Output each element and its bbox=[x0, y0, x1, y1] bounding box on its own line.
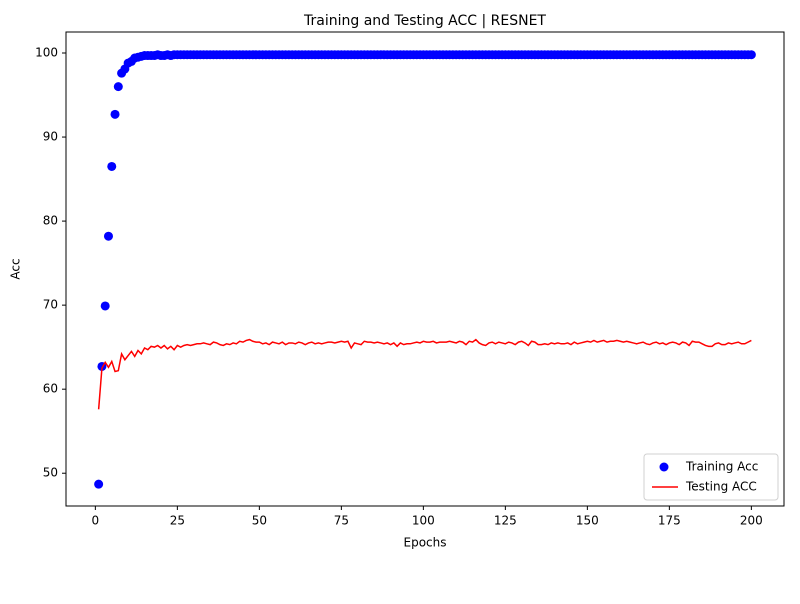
data-point bbox=[100, 301, 110, 311]
data-point bbox=[94, 479, 104, 489]
x-tick-label: 25 bbox=[170, 514, 185, 528]
x-tick-label: 0 bbox=[92, 514, 100, 528]
legend-label: Testing ACC bbox=[685, 480, 757, 494]
data-point bbox=[107, 161, 117, 171]
data-point bbox=[746, 50, 756, 60]
plot-frame bbox=[65, 31, 785, 507]
y-tick-label: 70 bbox=[43, 298, 58, 312]
legend-box bbox=[643, 453, 779, 501]
legend-marker bbox=[659, 462, 669, 472]
y-axis-label: Acc bbox=[9, 258, 23, 279]
data-line bbox=[97, 338, 752, 410]
data-point bbox=[103, 231, 113, 241]
legend-label: Training Acc bbox=[685, 460, 758, 474]
y-tick-label: 50 bbox=[43, 466, 58, 480]
x-axis-label: Epochs bbox=[404, 536, 447, 550]
x-tick-label: 175 bbox=[658, 514, 681, 528]
x-tick-label: 150 bbox=[576, 514, 599, 528]
x-tick-label: 75 bbox=[334, 514, 349, 528]
y-tick-label: 100 bbox=[35, 46, 58, 60]
x-tick-label: 125 bbox=[494, 514, 517, 528]
x-tick-label: 50 bbox=[252, 514, 267, 528]
y-tick-label: 80 bbox=[43, 214, 58, 228]
y-tick-label: 60 bbox=[43, 382, 58, 396]
x-tick-label: 200 bbox=[740, 514, 763, 528]
data-point bbox=[110, 109, 120, 119]
y-tick-label: 90 bbox=[43, 130, 58, 144]
chart-title: Training and Testing ACC | RESNET bbox=[303, 13, 546, 29]
x-tick-label: 100 bbox=[412, 514, 435, 528]
data-point bbox=[113, 82, 123, 92]
